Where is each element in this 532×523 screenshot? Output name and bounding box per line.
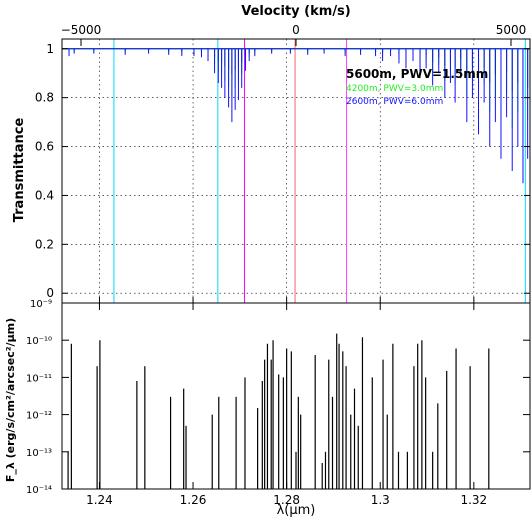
series-3 xyxy=(62,48,530,184)
y-tick-label: 0.6 xyxy=(35,140,54,154)
legend-series-5600m: 5600m, PWV=1.5mm xyxy=(346,67,488,81)
y-tick-label: 10⁻⁹ xyxy=(30,299,52,310)
y-tick-label: 10⁻¹⁰ xyxy=(26,336,52,347)
velocity-tick-label: 0 xyxy=(292,23,300,37)
wavelength-axis-title: λ(μm) xyxy=(277,503,316,518)
velocity-tick-label: −5000 xyxy=(61,23,102,37)
legend-series-4200m: 4200m, PWV=3.0mm xyxy=(346,84,443,94)
y-tick-label: 1 xyxy=(46,42,54,56)
y-tick-label: 0.8 xyxy=(35,91,54,105)
y-tick-label: 0 xyxy=(46,286,54,300)
legend-series-2600m: 2600m, PWV=6.0mm xyxy=(346,97,443,107)
legend: 5600m, PWV=1.5mm 4200m, PWV=3.0mm 2600m,… xyxy=(346,67,488,107)
y-tick-label: 10⁻¹³ xyxy=(26,448,52,459)
y-tick-label: 10⁻¹¹ xyxy=(26,373,52,384)
velocity-tick-label: 5000 xyxy=(496,23,527,37)
series-2 xyxy=(62,48,530,137)
flux-plot-frame xyxy=(61,302,531,490)
x-tick-label: 1.32 xyxy=(460,493,487,507)
y-tick-label: 10⁻¹² xyxy=(26,411,52,422)
y-tick-label: 10⁻¹⁴ xyxy=(26,485,52,496)
flux-panel: 10⁻¹⁴ 10⁻¹³ 10⁻¹² 10⁻¹¹ 10⁻¹⁰ 10⁻⁹ 1.24 1.26 1.2… xyxy=(4,299,531,518)
x-tick-label: 1.24 xyxy=(86,493,113,507)
velocity-axis-title: Velocity (km/s) xyxy=(241,4,351,19)
transmittance-axis-title: Transmittance xyxy=(12,118,27,223)
x-tick-label: 1.3 xyxy=(371,493,390,507)
y-tick-label: 0.2 xyxy=(35,237,54,251)
x-tick-label: 1.28 xyxy=(273,493,300,507)
flux-axis-title: F_λ (erg/s/cm²/arcsec²/μm) xyxy=(4,318,17,482)
y-tick-label: 0.4 xyxy=(35,188,54,202)
transmittance-panel: Velocity (km/s) Transmittance 0 0.2 0.4 0.6… xyxy=(12,4,531,304)
x-tick-label: 1.26 xyxy=(180,493,207,507)
